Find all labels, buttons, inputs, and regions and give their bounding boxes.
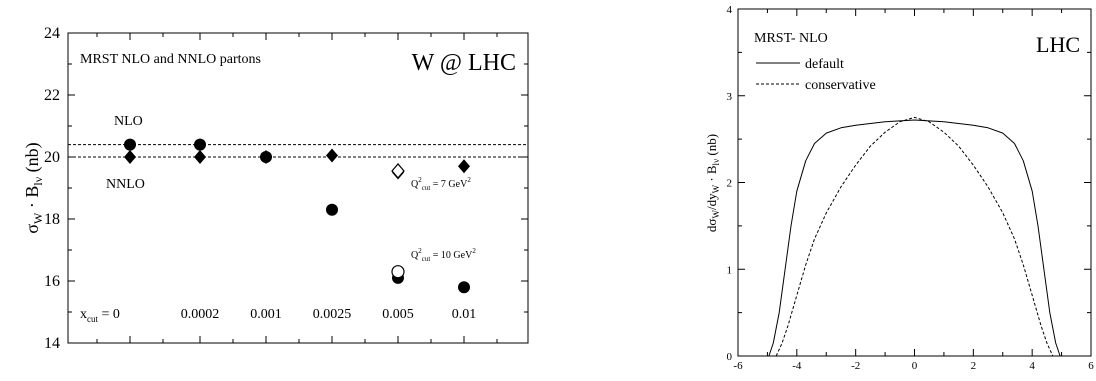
left-reference-lines <box>68 144 528 158</box>
left-category-label: 0.0025 <box>313 307 352 322</box>
left-annotation-q7: Q2cut = 7 GeV2 <box>411 176 471 192</box>
nnlo-point <box>458 159 470 174</box>
nlo-point <box>124 138 136 151</box>
ylabel-dot: · B <box>22 186 42 213</box>
right-ytick-label: 3 <box>727 91 733 103</box>
q10-sup: 2 <box>418 247 422 255</box>
q10-sub: cut <box>422 255 431 263</box>
right-xtick-label: -6 <box>733 360 743 372</box>
ylabel-sub-lv: lν <box>31 176 45 185</box>
nlo-point <box>326 203 338 216</box>
nlo-point <box>194 138 206 151</box>
q7-unit-sup: 2 <box>467 176 471 184</box>
right-ytick-label: 0 <box>727 351 733 363</box>
q7-rest: = 7 GeV <box>430 179 468 190</box>
q7-sub: cut <box>422 184 431 192</box>
right-xtick-label: -4 <box>792 360 802 372</box>
left-annotation-q10: Q2cut = 10 GeV2 <box>411 247 476 263</box>
nnlo-point <box>124 150 136 164</box>
legend-conservative-label: conservative <box>805 78 876 93</box>
right-chart-title: LHC <box>1036 32 1080 57</box>
left-ytick-label: 18 <box>44 211 60 228</box>
xcut-x: x <box>80 307 87 322</box>
q10-rest: = 10 GeV <box>430 250 473 261</box>
right-x-axis: -6 -4 -2 0 2 4 6 <box>733 9 1094 372</box>
rylabel-d: dσ <box>704 219 719 233</box>
left-ytick-label: 16 <box>44 273 60 290</box>
left-chart-title: W @ LHC <box>412 50 516 76</box>
right-ytick-label: 1 <box>727 264 733 276</box>
right-y-axis: 0 1 2 3 4 <box>727 4 1091 363</box>
right-xtick-label: 2 <box>971 360 977 372</box>
legend-default-label: default <box>805 57 844 72</box>
left-xcut-label: xcut = 0 <box>80 307 120 324</box>
q10-q: Q <box>411 250 419 261</box>
nnlo-point <box>260 150 272 164</box>
left-category-label: 0.0002 <box>181 307 220 322</box>
left-ytick-label: 20 <box>44 149 60 166</box>
xcut-sub: cut <box>87 314 98 324</box>
open-diamond-point <box>391 163 405 179</box>
ylabel-sigma: σ <box>22 224 42 234</box>
left-ytick-label: 24 <box>44 25 60 42</box>
left-nlo-label: NLO <box>114 114 143 129</box>
series-line-default <box>768 119 1061 357</box>
right-chart: 0 1 2 3 4 -6 -4 -2 0 2 4 6 MRST- NLO LHC default c… <box>704 4 1094 372</box>
ylabel-unit: (nb) <box>22 142 43 177</box>
nnlo-point <box>194 150 206 164</box>
rylabel-unit: (nb) <box>704 134 719 159</box>
xcut-eq: = 0 <box>98 307 120 322</box>
left-x-ticks: 0.0002 0.001 0.0025 0.005 0.01 <box>96 33 498 343</box>
right-chart-subtitle: MRST- NLO <box>754 31 828 46</box>
left-category-label: 0.005 <box>382 307 414 322</box>
right-ytick-label: 2 <box>727 178 733 190</box>
rylabel-sub-w1: W <box>711 210 721 219</box>
q7-sup: 2 <box>418 176 422 184</box>
left-ytick-label: 22 <box>44 87 60 104</box>
left-category-label: 0.001 <box>250 307 282 322</box>
open-circle-point <box>391 265 405 279</box>
ylabel-sub-w: W <box>31 212 45 224</box>
q10-unit-sup: 2 <box>472 247 476 255</box>
rylabel-dy: /dy <box>704 193 719 210</box>
q7-q: Q <box>411 179 419 190</box>
rylabel-sub-w2: W <box>711 184 721 193</box>
right-ytick-label: 4 <box>727 4 733 16</box>
nlo-point <box>458 281 470 294</box>
left-ytick-label: 14 <box>44 335 60 352</box>
rylabel-dot: · B <box>704 165 719 185</box>
left-chart-subtitle: MRST NLO and NNLO partons <box>80 52 261 67</box>
nnlo-point <box>326 148 338 163</box>
right-y-axis-label: dσW/dyW · Blν (nb) <box>704 134 721 232</box>
left-y-axis-label: σW · Blν (nb) <box>22 142 45 233</box>
left-nnlo-label: NNLO <box>106 177 145 192</box>
right-xtick-label: -2 <box>851 360 860 372</box>
left-category-label: 0.01 <box>452 307 477 322</box>
right-plot-frame <box>737 8 1092 357</box>
right-xtick-label: 4 <box>1029 360 1035 372</box>
right-series-lines <box>768 116 1061 357</box>
series-line-conservative <box>775 116 1054 357</box>
right-xtick-label: 6 <box>1088 360 1094 372</box>
left-data-points <box>124 138 470 294</box>
rylabel-sub-lv: lν <box>711 159 721 166</box>
right-xtick-label: 0 <box>912 360 918 372</box>
